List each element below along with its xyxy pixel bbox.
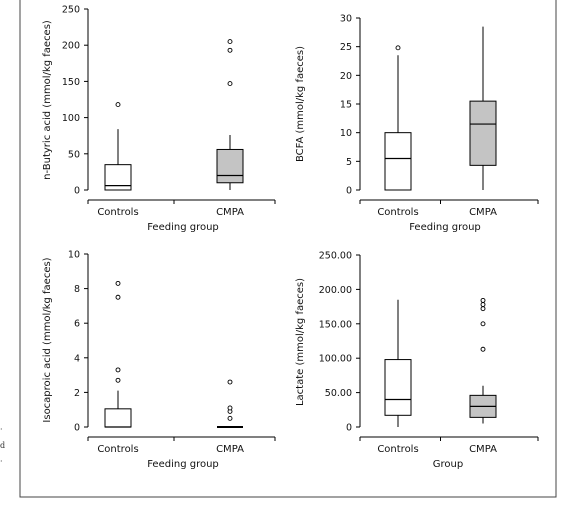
- figure-border: [19, 0, 557, 498]
- box-plot-panel-4: 0 50.00 100.00 150.00 200.00 250.00 Controls CM…: [295, 251, 539, 470]
- y-axis-title: Isocaproic acid (mmol/kg faeces): [42, 257, 53, 422]
- x-axis-title: Group: [433, 459, 463, 470]
- y-tick-label: 50: [68, 149, 80, 160]
- y-tick-label: 250: [62, 5, 80, 16]
- y-tick-label: 150: [62, 77, 80, 88]
- outlier-point: [227, 81, 233, 87]
- outlier-point: [227, 405, 233, 411]
- y-tick-label: 2: [74, 388, 80, 399]
- y-axis-title: BCFA (mmol/kg faeces): [295, 46, 306, 162]
- box-cmpa: [469, 297, 497, 424]
- y-tick-label: 8: [74, 284, 80, 295]
- x-axis-title: Feeding group: [409, 222, 481, 233]
- iqr-box: [216, 148, 244, 184]
- x-axis-title: Feeding group: [147, 222, 219, 233]
- y-tick-label: 0: [74, 423, 80, 434]
- outlier-point: [115, 294, 121, 300]
- box-plot-panel-1: 0 50 100 150 200 250 Controls CMPA Feeding group…: [42, 5, 276, 233]
- y-tick-label: 150.00: [319, 319, 352, 330]
- y-tick-label: 200: [62, 41, 80, 52]
- box-controls: [384, 45, 412, 191]
- x-category-label: Controls: [377, 207, 418, 218]
- outlier-point: [480, 346, 486, 352]
- outlier-point: [115, 102, 121, 108]
- x-category-label: CMPA: [216, 207, 244, 218]
- outlier-point: [227, 415, 233, 421]
- y-tick-label: 4: [74, 353, 80, 364]
- box-controls: [384, 299, 412, 427]
- outlier-point: [480, 297, 486, 303]
- outlier-point: [115, 280, 121, 286]
- box-cmpa: [217, 379, 243, 428]
- y-tick-label: 0: [346, 423, 352, 434]
- y-tick-label: 6: [74, 319, 80, 330]
- y-tick-label: 100.00: [319, 354, 352, 365]
- outlier-point: [480, 302, 486, 307]
- x-category-label: CMPA: [216, 444, 244, 455]
- y-axis-title: Lactate (mmol/kg faeces): [295, 278, 306, 406]
- outlier-point: [115, 367, 121, 373]
- iqr-box: [384, 132, 412, 191]
- outlier-point: [480, 321, 486, 327]
- y-tick-label: 15: [340, 100, 352, 111]
- outlier-point: [480, 306, 486, 312]
- y-tick-label: 20: [340, 71, 352, 82]
- y-tick-label: 30: [340, 14, 352, 25]
- page-artifact: d: [0, 441, 6, 450]
- y-tick-label: 0: [74, 186, 80, 197]
- y-tick-label: 250.00: [319, 251, 352, 262]
- x-category-label: CMPA: [469, 207, 497, 218]
- outlier-point: [227, 47, 233, 53]
- y-tick-label: 0: [346, 186, 352, 197]
- outlier-point: [115, 377, 121, 383]
- box-plot-panel-3: 0 2 4 6 8 10 Controls CMPA Feeding group Isocapro…: [42, 250, 276, 470]
- box-cmpa: [216, 39, 244, 190]
- box-cmpa: [469, 26, 497, 190]
- x-category-label: Controls: [97, 444, 138, 455]
- iqr-box: [384, 359, 412, 416]
- y-tick-label: 10: [68, 250, 80, 261]
- y-tick-label: 25: [340, 42, 352, 53]
- box-controls: [104, 280, 132, 428]
- outlier-point: [227, 379, 233, 385]
- x-axis-title: Feeding group: [147, 459, 219, 470]
- x-category-label: Controls: [97, 207, 138, 218]
- y-tick-label: 200.00: [319, 285, 352, 296]
- y-axis-title: n-Butyric acid (mmol/kg faeces): [42, 20, 53, 180]
- x-category-label: CMPA: [469, 444, 497, 455]
- iqr-box: [104, 408, 132, 428]
- iqr-box: [469, 100, 497, 166]
- y-tick-label: 50.00: [325, 388, 352, 399]
- box-controls: [104, 102, 132, 191]
- outlier-point: [395, 45, 401, 51]
- page-artifact: ·: [0, 457, 3, 466]
- page-artifact: ·: [0, 425, 3, 434]
- y-tick-label: 5: [346, 157, 352, 168]
- y-tick-label: 100: [62, 113, 80, 124]
- y-tick-label: 10: [340, 128, 352, 139]
- outlier-point: [227, 39, 233, 45]
- box-plot-panel-2: 0 5 10 15 20 25 30 Controls CMPA Feeding group BCF…: [295, 14, 539, 233]
- x-category-label: Controls: [377, 444, 418, 455]
